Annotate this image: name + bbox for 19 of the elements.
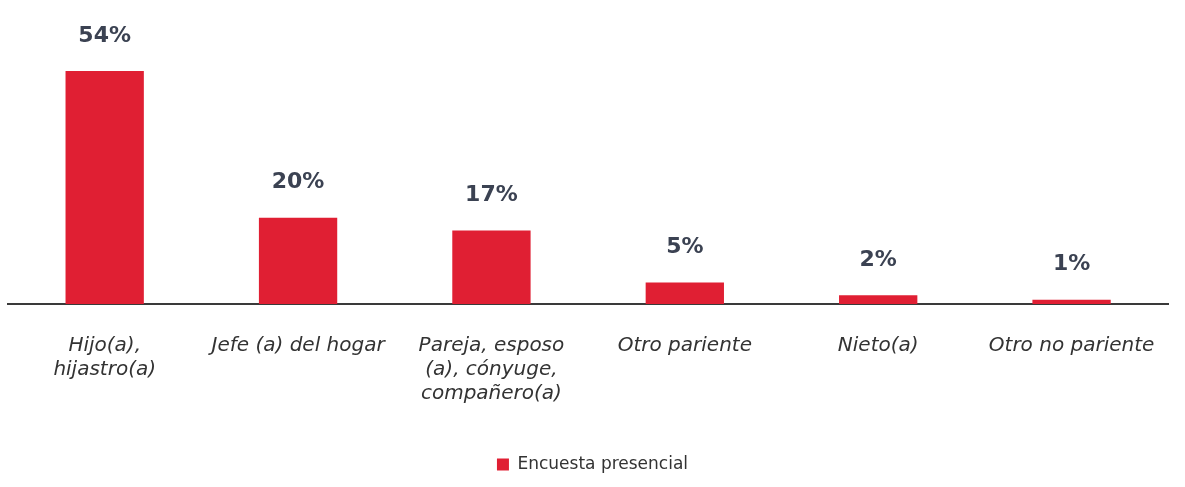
data-label: 2% (859, 246, 897, 272)
bar (1032, 299, 1111, 304)
legend-label: Encuesta presencial (517, 452, 689, 473)
data-label: 1% (1052, 250, 1091, 276)
x-tick-label: Jefe (a) del hogar (207, 332, 387, 357)
bar (645, 282, 724, 304)
x-tick-label: Nieto(a) (837, 332, 919, 357)
x-tick-label: Hijo(a), hijastro(a) (53, 332, 157, 381)
x-tick-label: Otro pariente (617, 332, 752, 357)
x-tick-label: Otro no pariente (988, 332, 1155, 357)
bar (258, 217, 338, 304)
bar (839, 295, 918, 304)
x-tick-label: Pareja, esposo (a), cónyuge, compañero(a) (418, 332, 565, 405)
data-label: 20% (271, 168, 325, 194)
data-label: 54% (78, 21, 132, 47)
bar (65, 70, 144, 304)
data-label: 17% (465, 181, 518, 207)
data-label: 5% (666, 233, 704, 259)
bar (452, 230, 531, 304)
